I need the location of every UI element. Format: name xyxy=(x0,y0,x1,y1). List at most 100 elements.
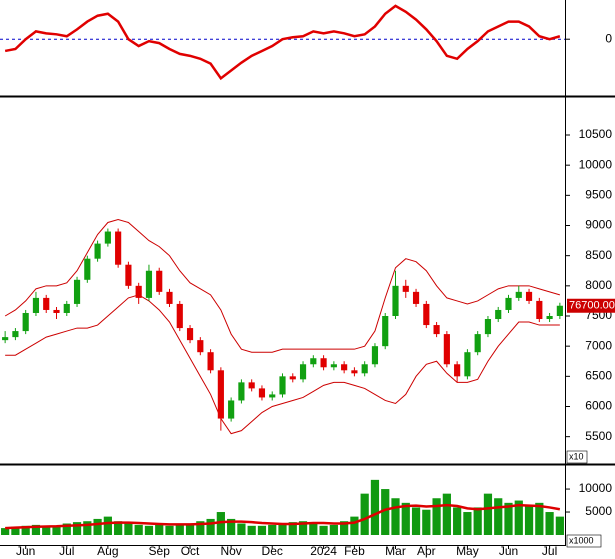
y-tick-label: 7000 xyxy=(585,338,612,352)
y-tick-label: 5000 xyxy=(585,504,612,518)
x-tick-label: Oct xyxy=(181,544,200,558)
candle-body xyxy=(443,334,450,365)
volume-bar xyxy=(144,525,154,535)
candle-body xyxy=(145,270,153,298)
volume-bar xyxy=(329,524,338,535)
volume-bar xyxy=(103,516,112,535)
candle-body xyxy=(217,370,224,419)
band-lower xyxy=(5,294,560,435)
volume-bar xyxy=(442,493,451,535)
volume-bar xyxy=(31,524,41,535)
candle-body xyxy=(392,285,399,316)
candle-body xyxy=(166,291,173,304)
candle-body xyxy=(258,388,266,398)
candle-body xyxy=(351,370,358,374)
y-tick-label: 8000 xyxy=(585,278,612,292)
y-tick-label: 10000 xyxy=(579,481,613,495)
volume-bar xyxy=(62,523,71,535)
volume-bar xyxy=(227,518,236,535)
y-tick-label: 0 xyxy=(605,31,612,45)
volume-bar xyxy=(422,509,431,535)
x-tick-label: 2024 xyxy=(310,544,337,558)
candle-body xyxy=(115,231,122,265)
volume-bar xyxy=(504,502,513,535)
volume-bar xyxy=(155,524,164,535)
y-tick-label: 9500 xyxy=(585,188,612,202)
volume-bar xyxy=(381,489,390,535)
candle-body xyxy=(63,303,70,313)
y-tick-label: 8500 xyxy=(585,248,612,262)
volume-bar xyxy=(1,528,10,535)
volume-bar xyxy=(432,498,441,535)
volume-bar xyxy=(524,505,534,535)
candle-body xyxy=(412,291,420,304)
volume-bar xyxy=(114,521,123,535)
candle-body xyxy=(43,297,50,310)
x-tick-label: Jun xyxy=(16,544,35,558)
candle-body xyxy=(279,376,286,395)
candle-body xyxy=(53,309,60,313)
volume-bar xyxy=(124,523,133,535)
volume-bar xyxy=(216,512,225,535)
candle-body xyxy=(94,243,101,259)
candle-body xyxy=(495,309,502,320)
volume-bar xyxy=(360,493,369,535)
candle-body xyxy=(84,258,91,280)
volume-bar xyxy=(185,523,195,535)
unit-label: x1000 xyxy=(569,535,594,545)
candle-body xyxy=(361,364,368,374)
candle-body xyxy=(135,285,142,298)
volume-bar xyxy=(309,523,318,535)
candle-body xyxy=(104,231,111,244)
candle-body xyxy=(556,305,563,316)
candle-body xyxy=(299,364,307,380)
volume-bar xyxy=(257,525,267,535)
x-tick-label: May xyxy=(456,544,479,558)
volume-bar xyxy=(11,526,20,535)
candle-body xyxy=(505,297,512,310)
candle-body xyxy=(238,382,245,401)
candle-body xyxy=(320,358,327,368)
unit-box xyxy=(566,450,588,464)
x-tick-label: Dec xyxy=(262,544,283,558)
x-tick-label: Jun xyxy=(499,544,518,558)
candle-body xyxy=(515,291,522,298)
candle-body xyxy=(484,319,492,335)
candle-body xyxy=(464,352,471,377)
volume-bar xyxy=(535,502,544,535)
candle-body xyxy=(546,316,553,320)
x-tick-label: Feb xyxy=(344,544,365,558)
volume-bar xyxy=(196,521,205,535)
candle-body xyxy=(186,328,194,341)
volume-bar xyxy=(206,518,215,535)
volume-bar xyxy=(494,498,503,535)
candle-body xyxy=(330,364,337,368)
volume-bar xyxy=(134,524,143,535)
last-price-label: 76700.00 xyxy=(569,300,615,312)
x-tick-label: Aug xyxy=(97,544,118,558)
candle-body xyxy=(454,364,461,377)
candle-body xyxy=(289,376,296,380)
volume-bar xyxy=(370,479,380,535)
candle-body xyxy=(433,325,440,335)
x-tick-label: Jul xyxy=(59,544,74,558)
band-upper xyxy=(4,218,561,353)
volume-bar xyxy=(411,507,421,535)
unit-label: x10 xyxy=(569,451,584,461)
volume-bar xyxy=(52,526,61,535)
volume-bar xyxy=(93,518,102,535)
y-tick-label: 6500 xyxy=(585,369,612,383)
x-tick-label: Mar xyxy=(385,544,406,558)
x-tick-label: Apr xyxy=(417,544,436,558)
volume-bar xyxy=(483,493,493,535)
x-tick-label: Nov xyxy=(220,544,241,558)
candle-body xyxy=(207,352,214,371)
candle-body xyxy=(32,297,40,313)
candle-body xyxy=(125,264,132,286)
candle-body xyxy=(156,270,163,292)
candle-body xyxy=(22,312,29,332)
volume-bar xyxy=(72,522,82,535)
candle-body xyxy=(228,400,235,419)
